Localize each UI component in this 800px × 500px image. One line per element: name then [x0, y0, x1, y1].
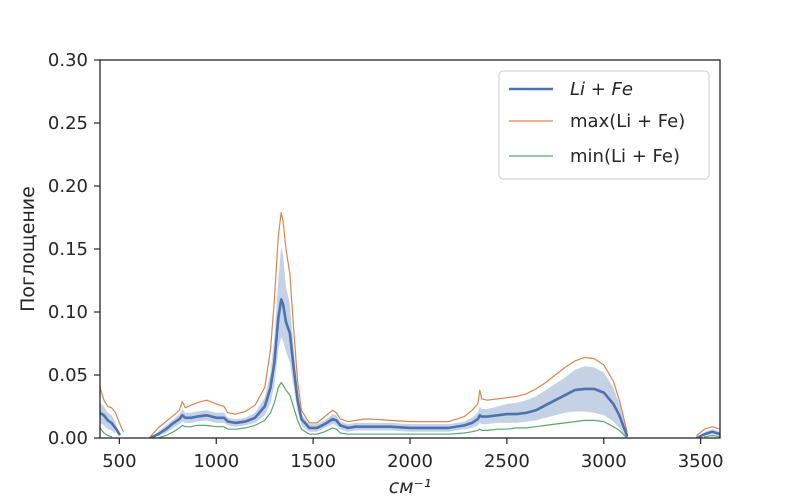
series-line-mean-0: [100, 411, 121, 436]
confidence-band-layer: [100, 246, 720, 438]
series-line-min-0: [100, 427, 113, 438]
x-axis-label: см⁻¹: [389, 476, 431, 498]
legend-entry-mean: Li + Fe: [570, 79, 633, 100]
series-line-max-2: [696, 426, 720, 437]
legend-entry-min: min(Li + Fe): [570, 146, 680, 167]
legend-entry-max: max(Li + Fe): [570, 111, 685, 132]
series-line-min-2: [703, 434, 720, 438]
y-axis-label: Поглощение: [17, 186, 39, 312]
x-tick-label-2000: 2000: [387, 451, 433, 472]
y-tick-label-4: 0.20: [48, 176, 88, 197]
legend: Li + Fe max(Li + Fe) min(Li + Fe): [498, 70, 710, 180]
x-tick-label-1500: 1500: [290, 451, 336, 472]
series-line-max-0: [100, 387, 124, 433]
y-tick-label-1: 0.05: [48, 365, 88, 386]
x-tick-label-3500: 3500: [678, 451, 724, 472]
series-line-mean-1: [149, 298, 629, 438]
series-line-mean-2: [695, 430, 720, 438]
y-tick-label-3: 0.15: [48, 239, 88, 260]
series-line-max-1: [149, 211, 628, 438]
series-layer: [100, 211, 720, 438]
x-tick-label-2500: 2500: [484, 451, 530, 472]
x-tick-label-1000: 1000: [193, 451, 239, 472]
series-line-min-1: [157, 382, 628, 438]
y-tick-label-0: 0.00: [48, 428, 88, 449]
y-tick-label-5: 0.25: [48, 113, 88, 134]
y-axis: 0.00 0.05 0.10 0.15 0.20 0.25 0.30: [48, 50, 100, 449]
x-axis: 500 1000 1500 2000 2500 3000 3500: [102, 438, 724, 472]
x-tick-label-3000: 3000: [581, 451, 627, 472]
confidence-band-1: [158, 246, 627, 438]
y-tick-label-2: 0.10: [48, 302, 88, 323]
legend-box: [498, 70, 710, 180]
y-tick-label-6: 0.30: [48, 50, 88, 71]
x-tick-label-500: 500: [102, 451, 136, 472]
